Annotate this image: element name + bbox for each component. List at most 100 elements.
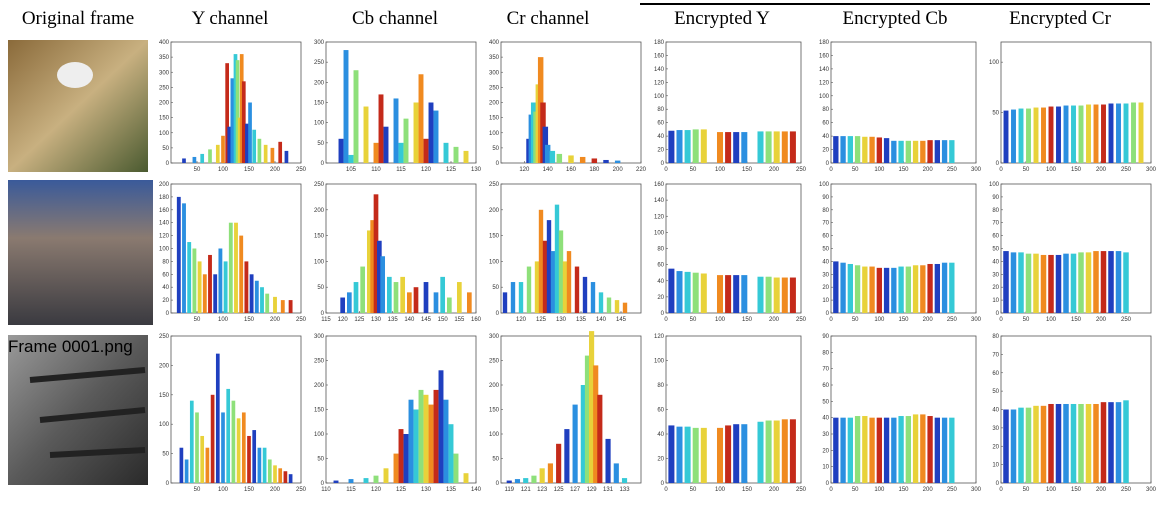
x-tick-label: 150 [438, 317, 449, 323]
y-tick-label: 100 [819, 94, 830, 100]
x-tick-label: 0 [829, 317, 833, 323]
y-tick-label: 0 [166, 161, 170, 167]
bar [515, 479, 520, 483]
y-tick-label: 160 [159, 208, 170, 214]
bar [224, 261, 228, 313]
bar [906, 416, 911, 483]
bar [685, 427, 691, 483]
bar [255, 281, 259, 313]
bar [399, 429, 404, 483]
y-tick-label: 150 [314, 101, 325, 107]
x-tick-label: 250 [296, 317, 307, 323]
x-tick-label: 160 [471, 317, 482, 323]
bar [1011, 252, 1017, 313]
bar [234, 223, 238, 313]
bar [869, 267, 874, 313]
bar [1026, 408, 1032, 483]
bar [399, 143, 404, 163]
bar [701, 129, 707, 163]
photo [8, 180, 153, 325]
bar [1116, 251, 1122, 313]
bar [862, 137, 867, 163]
bar [550, 151, 555, 163]
x-tick-label: 100 [1046, 487, 1057, 493]
bar [733, 424, 739, 483]
bar [1108, 251, 1114, 313]
x-tick-label: 250 [947, 487, 958, 493]
bar [884, 138, 889, 163]
bar [551, 251, 555, 313]
bar [766, 421, 772, 483]
y-tick-label: 60 [162, 272, 169, 278]
y-tick-label: 50 [317, 285, 324, 291]
bar [543, 241, 547, 313]
bar [693, 428, 699, 483]
bar [1109, 104, 1114, 163]
y-tick-label: 200 [159, 101, 170, 107]
y-tick-label: 10 [822, 465, 829, 471]
y-tick-label: 100 [654, 94, 665, 100]
bar [1019, 109, 1024, 163]
y-tick-label: 100 [159, 422, 170, 428]
bar [766, 277, 772, 313]
y-tick-label: 20 [657, 295, 664, 301]
y-tick-label: 40 [822, 259, 829, 265]
bar [1101, 402, 1107, 483]
x-tick-label: 125 [396, 487, 407, 493]
page: {"columns":["Original frame","Y channel"… [0, 0, 1160, 515]
bar [927, 416, 932, 483]
y-tick-label: 20 [162, 298, 169, 304]
y-tick-label: 60 [822, 383, 829, 389]
bar [757, 277, 763, 313]
y-tick-label: 160 [654, 53, 665, 59]
y-tick-label: 150 [159, 116, 170, 122]
bar [942, 263, 947, 313]
bar [1123, 400, 1129, 483]
bar [668, 269, 674, 313]
column-header: Original frame [22, 8, 134, 29]
bar [1011, 410, 1017, 484]
y-tick-label: 120 [654, 214, 665, 220]
x-tick-label: 200 [923, 487, 934, 493]
x-tick-label: 145 [421, 317, 432, 323]
bar [935, 418, 940, 483]
bar [1041, 255, 1047, 313]
bar [1033, 406, 1039, 483]
column-header: Y channel [192, 8, 269, 29]
y-tick-label: 150 [489, 408, 500, 414]
bar [774, 278, 780, 313]
y-tick-label: 40 [657, 432, 664, 438]
y-tick-label: 60 [657, 121, 664, 127]
bar [1139, 103, 1144, 164]
y-tick-label: 200 [314, 80, 325, 86]
y-tick-label: 250 [314, 60, 325, 66]
bar [676, 130, 682, 163]
y-tick-label: 20 [992, 444, 999, 450]
bar [891, 141, 896, 163]
x-tick-label: 100 [218, 317, 229, 323]
x-tick-label: 140 [404, 317, 415, 323]
x-tick-label: 115 [396, 167, 406, 173]
bar [717, 428, 723, 483]
bar [265, 294, 269, 313]
bar [206, 448, 210, 483]
y-tick-label: 10 [992, 298, 999, 304]
y-tick-label: 250 [314, 359, 325, 365]
bar [464, 473, 469, 483]
x-tick-label: 200 [769, 167, 780, 173]
bar [419, 74, 424, 163]
y-tick-label: 200 [489, 383, 500, 389]
bar [540, 468, 545, 483]
bar [575, 267, 579, 313]
y-tick-label: 60 [992, 234, 999, 240]
x-tick-label: 50 [852, 317, 859, 323]
bar [187, 242, 191, 313]
bar [920, 141, 925, 163]
bar [906, 267, 911, 313]
bar [597, 395, 602, 483]
bar [374, 476, 379, 483]
photo-detail [57, 62, 93, 88]
bar [840, 418, 845, 483]
bar [258, 139, 262, 163]
bar [891, 418, 896, 483]
